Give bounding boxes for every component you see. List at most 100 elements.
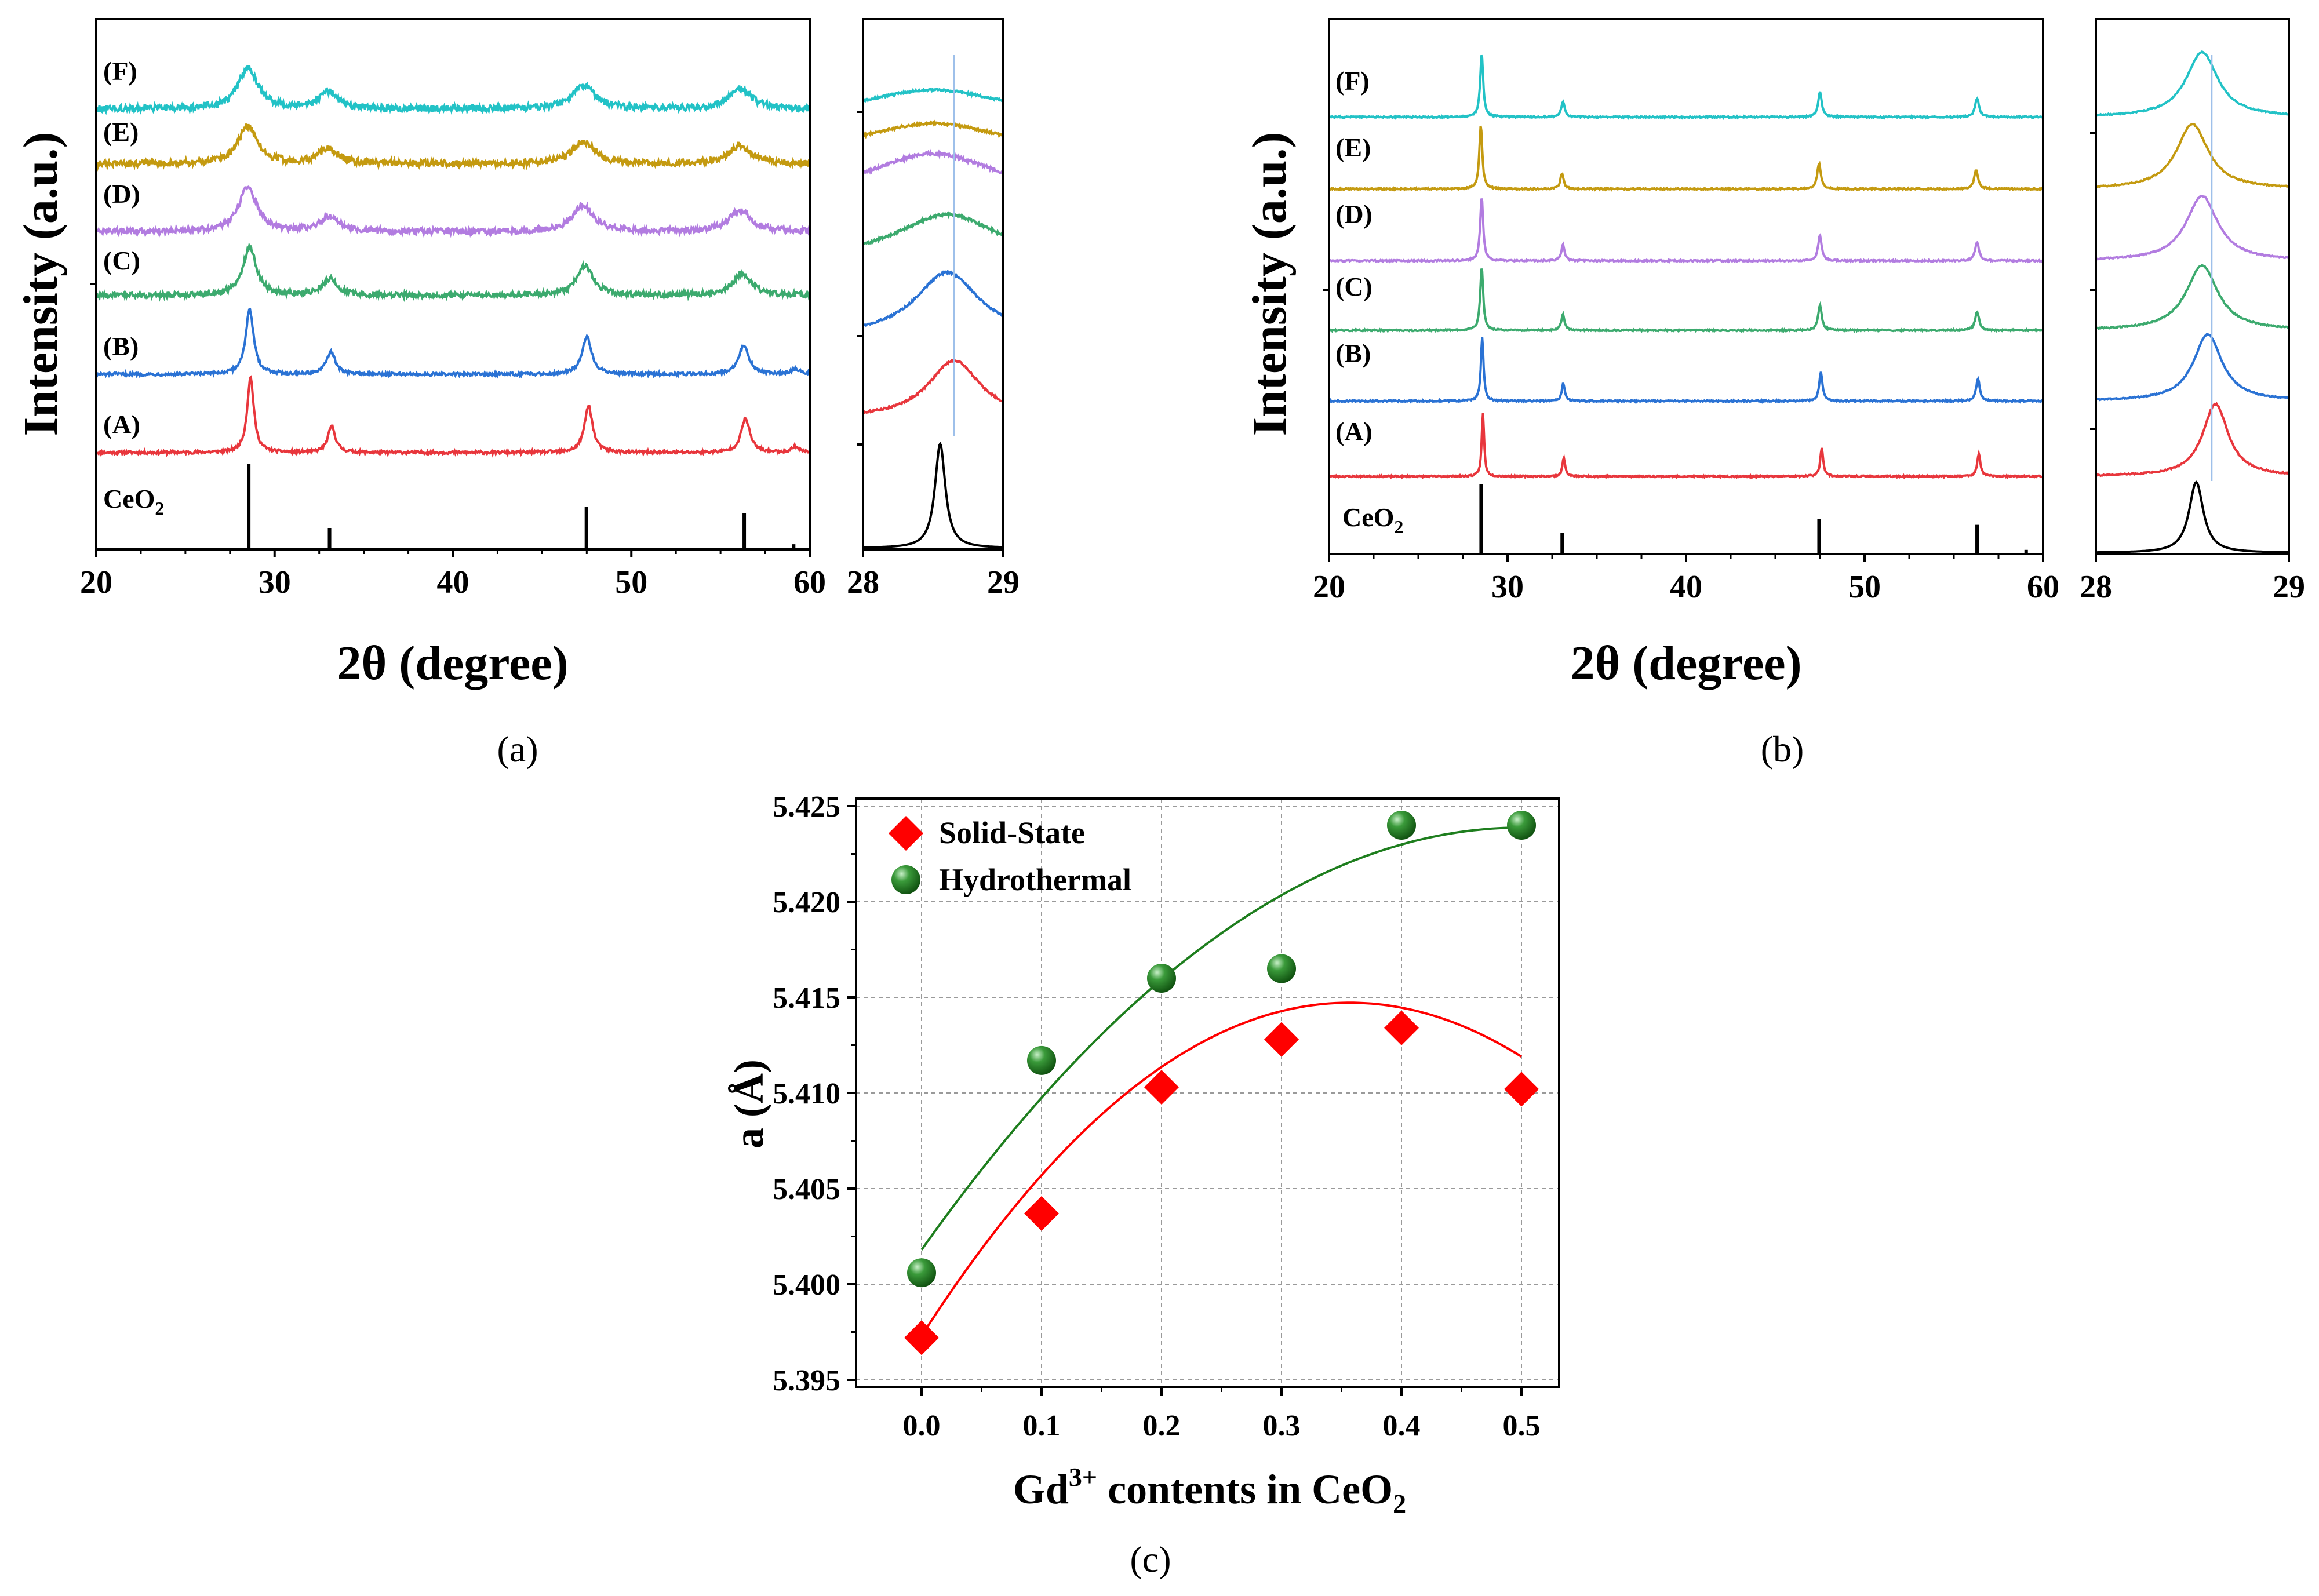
panel-c-xtick-0-5: 0.5 (1503, 1409, 1541, 1442)
panel-a-label-B: (B) (103, 331, 139, 361)
trace-B (1328, 337, 2044, 404)
trace-D (1328, 198, 2044, 264)
panel-c-ytick-5-415: 5.415 (773, 982, 840, 1015)
trace-F (95, 65, 811, 115)
zoom-trace-D (2095, 194, 2290, 261)
zoom-trace-B (2095, 333, 2289, 402)
legend-solid-state-marker (889, 816, 923, 851)
fit-curve-hydrothermal (920, 826, 1522, 1251)
zoom-trace-D (862, 148, 1004, 175)
zoom-trace-ref (2096, 480, 2289, 554)
zoom-trace-A (2095, 402, 2290, 478)
trace-C (95, 242, 811, 303)
solid-state-point-4 (1384, 1010, 1419, 1045)
trace-F (1328, 54, 2044, 121)
panel-b-zoom-frame (2095, 18, 2290, 555)
panel-c-legend: Solid-State Hydrothermal (889, 815, 1131, 897)
panel-b-label-E: (E) (1335, 133, 1371, 162)
panel-b-tick-40: 40 (1670, 569, 1702, 605)
panel-b-tick-30: 30 (1491, 569, 1524, 605)
trace-E (1328, 125, 2044, 192)
hydrothermal-point-5 (1507, 811, 1536, 840)
panel-a-tick-40: 40 (437, 564, 469, 600)
hydrothermal-point-3 (1267, 954, 1296, 983)
panel-c-xtick-0-0: 0.0 (903, 1409, 941, 1442)
panel-a-zoom-tick-29: 29 (987, 564, 1020, 600)
panel-a-label-E: (E) (103, 117, 139, 147)
panel-b-label-B: (B) (1335, 338, 1371, 368)
zoom-trace-E (2095, 123, 2289, 188)
trace-C (1328, 268, 2044, 334)
solid-state-point-1 (1024, 1196, 1059, 1231)
trace-A (96, 375, 811, 458)
zoom-trace-E (862, 119, 1004, 140)
panel-c: 0.0 0.1 0.2 0.3 0.4 0.5 5.395 5.400 5.40… (726, 790, 1560, 1580)
panel-c-ytick-5-395: 5.395 (773, 1364, 840, 1397)
legend-solid-state-label: Solid-State (939, 815, 1085, 850)
panel-b-main-tick-marks (1323, 132, 2290, 562)
panel-c-tick-marks (847, 805, 1523, 1396)
panel-c-xtick-0-2: 0.2 (1143, 1409, 1181, 1442)
panel-a-main-frame (95, 18, 811, 551)
panel-a-ylabel: Intensity (a.u.) (14, 132, 68, 436)
hydrothermal-point-1 (1027, 1045, 1056, 1075)
panel-c-ylabel: a (Å) (726, 1059, 772, 1149)
panel-c-xlabel: Gd3+ contents in CeO2 (1013, 1462, 1406, 1518)
trace-D (95, 185, 811, 239)
zoom-trace-F (2095, 50, 2289, 117)
panel-c-xtick-0-4: 0.4 (1383, 1409, 1421, 1442)
panel-a-label-F: (F) (103, 56, 137, 86)
legend-hydrothermal-marker (891, 865, 920, 894)
panel-a-label-A: (A) (103, 410, 140, 439)
solid-state-point-0 (904, 1320, 939, 1355)
panel-c-ytick-5-420: 5.420 (773, 886, 840, 919)
panel-b-label-D: (D) (1335, 199, 1373, 229)
zoom-trace-B (862, 269, 1004, 327)
panel-a-label-C: (C) (103, 246, 140, 275)
panel-b-ylabel: Intensity (a.u.) (1243, 132, 1297, 436)
hydrothermal-point-4 (1387, 811, 1416, 840)
hydrothermal-point-2 (1147, 964, 1176, 993)
panel-a-zoom-tick-28: 28 (847, 564, 879, 600)
panel-a-tick-60: 60 (793, 564, 826, 600)
zoom-trace-F (862, 87, 1004, 103)
panel-b-tick-50: 50 (1848, 569, 1881, 605)
panel-a: 20 30 40 50 60 28 29 2θ (degree) Intensi… (14, 18, 1020, 770)
panel-c-ytick-5-410: 5.410 (773, 1077, 840, 1110)
panel-a-caption: (a) (497, 728, 538, 770)
zoom-trace-C (2095, 264, 2290, 330)
panel-a-main-tick-marks (90, 111, 1004, 557)
fit-curve-solid-state (920, 1001, 1523, 1337)
panel-b-ref-label: CeO2 (1342, 502, 1403, 537)
panel-b-label-A: (A) (1335, 417, 1373, 446)
panel-b-xlabel: 2θ (degree) (1570, 636, 1801, 690)
panel-c-xtick-0-3: 0.3 (1263, 1409, 1301, 1442)
panel-c-ytick-5-400: 5.400 (773, 1269, 840, 1302)
panel-a-label-D: (D) (103, 179, 140, 209)
panel-b-tick-20: 20 (1313, 569, 1345, 605)
trace-A (1328, 413, 2044, 480)
panel-a-xlabel: 2θ (degree) (337, 636, 568, 690)
trace-E (95, 123, 811, 172)
panel-c-ytick-5-425: 5.425 (773, 790, 840, 823)
panel-c-plot (904, 811, 1539, 1355)
panel-a-zoom-plot (862, 55, 1004, 549)
panel-b-label-C: (C) (1335, 272, 1373, 301)
panel-a-zoom-frame (862, 18, 1004, 551)
panel-b-zoom-tick-29: 29 (2273, 569, 2305, 605)
panel-b-main-plot (1328, 54, 2044, 554)
panel-b: 20 30 40 50 60 28 29 2θ (degree) Intensi… (1243, 18, 2305, 770)
solid-state-point-3 (1264, 1022, 1299, 1057)
zoom-trace-C (862, 210, 1004, 246)
legend-hydrothermal-label: Hydrothermal (939, 862, 1131, 897)
panel-b-zoom-plot (2095, 50, 2290, 554)
solid-state-point-5 (1504, 1072, 1539, 1107)
zoom-trace-A (862, 359, 1003, 414)
panel-b-caption: (b) (1761, 728, 1804, 770)
panel-b-zoom-tick-28: 28 (2080, 569, 2112, 605)
panel-b-tick-60: 60 (2027, 569, 2059, 605)
zoom-trace-ref (863, 441, 1003, 549)
panel-c-caption: (c) (1130, 1539, 1171, 1580)
solid-state-point-2 (1144, 1070, 1179, 1105)
